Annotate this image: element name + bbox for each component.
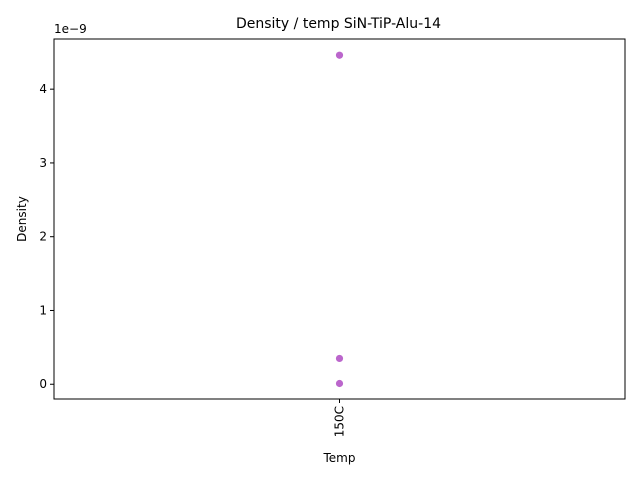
y-axis-label: Density <box>15 196 29 242</box>
x-axis-label: Temp <box>323 451 356 465</box>
y-offset-label: 1e−9 <box>54 22 87 36</box>
y-tick-label: 3 <box>39 156 47 170</box>
y-tick-label: 1 <box>39 303 47 317</box>
data-point <box>335 51 344 59</box>
data-point <box>335 379 344 388</box>
plot-frame <box>53 38 626 400</box>
y-tick-label: 0 <box>39 377 47 391</box>
y-axis-ticks: 0 1 2 3 4 <box>39 82 54 391</box>
x-axis-ticks: 150C <box>333 399 347 437</box>
data-point <box>335 354 344 363</box>
y-tick-label: 2 <box>39 230 47 244</box>
scatter-points <box>335 51 344 388</box>
x-tick-label: 150C <box>333 406 347 437</box>
chart-title: Density / temp SiN-TiP-Alu-14 <box>236 16 441 32</box>
y-tick-label: 4 <box>39 82 47 96</box>
